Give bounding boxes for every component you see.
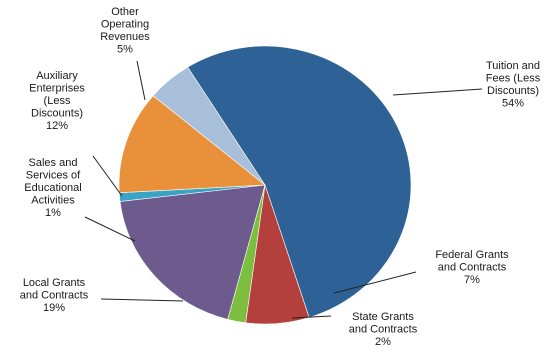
slice-label-line: Operating xyxy=(101,19,149,31)
slice-label-line: and Contracts xyxy=(438,262,507,274)
slice-label-line: Federal Grants xyxy=(435,249,509,261)
slice-percent-6: 5% xyxy=(117,44,133,56)
slice-label-line: Educational xyxy=(24,182,82,194)
leader-line-5 xyxy=(92,155,123,197)
slice-label-line: Revenues xyxy=(100,31,150,43)
slice-percent-0: 54% xyxy=(502,98,524,110)
slice-label-line: Discounts) xyxy=(31,108,83,120)
leader-line-2 xyxy=(291,315,332,319)
slice-label-line: Sales and xyxy=(29,157,78,169)
pie-slice-6 xyxy=(152,66,266,186)
leader-line-3 xyxy=(100,298,184,302)
slice-label-line: State Grants xyxy=(352,311,414,323)
leader-line-6 xyxy=(136,60,146,101)
pie-slices xyxy=(118,45,412,325)
slice-label-line: Enterprises xyxy=(29,83,85,95)
pie-slice-0 xyxy=(187,45,412,318)
slice-label-line: and Contracts xyxy=(349,324,418,336)
slice-label-line: Other xyxy=(111,6,139,18)
slice-label-4: Sales and Services of Educational Activitie… xyxy=(24,157,82,219)
slice-label-line: (Less xyxy=(44,95,71,107)
leader-line-1 xyxy=(333,271,417,294)
slice-label-line: Local Grants xyxy=(23,277,86,289)
slice-label-5: Auxiliary Enterprises (Less Discounts) 12% xyxy=(29,70,85,132)
slice-labels: Tuition and Fees (Less Discounts) 54%Federa… xyxy=(20,6,541,348)
slice-label-line: Activities xyxy=(31,195,75,207)
slice-label-2: State Grants and Contracts 2% xyxy=(349,311,418,348)
slice-label-line: and Contracts xyxy=(20,290,89,302)
leader-line-0 xyxy=(392,88,483,96)
slice-label-1: Federal Grants and Contracts 7% xyxy=(435,249,509,286)
slice-label-line: Fees (Less xyxy=(486,73,541,85)
slice-label-3: Local Grants and Contracts 19% xyxy=(20,277,89,314)
pie-slice-5 xyxy=(118,95,266,194)
leader-line-4 xyxy=(84,216,136,242)
slice-percent-1: 7% xyxy=(464,274,480,286)
slice-label-6: Other Operating Revenues 5% xyxy=(100,6,150,56)
slice-label-line: Auxiliary xyxy=(36,70,78,82)
slice-label-line: Discounts) xyxy=(487,85,539,97)
slice-percent-2: 2% xyxy=(375,336,391,348)
slice-percent-5: 12% xyxy=(46,120,68,132)
slice-percent-3: 19% xyxy=(43,302,65,314)
slice-label-0: Tuition and Fees (Less Discounts) 54% xyxy=(486,60,541,110)
slice-label-line: Tuition and xyxy=(486,60,540,72)
leader-lines xyxy=(84,60,483,319)
slice-label-line: Services of xyxy=(26,170,81,182)
slice-percent-4: 1% xyxy=(45,207,61,219)
pie-slice-3 xyxy=(119,184,266,320)
